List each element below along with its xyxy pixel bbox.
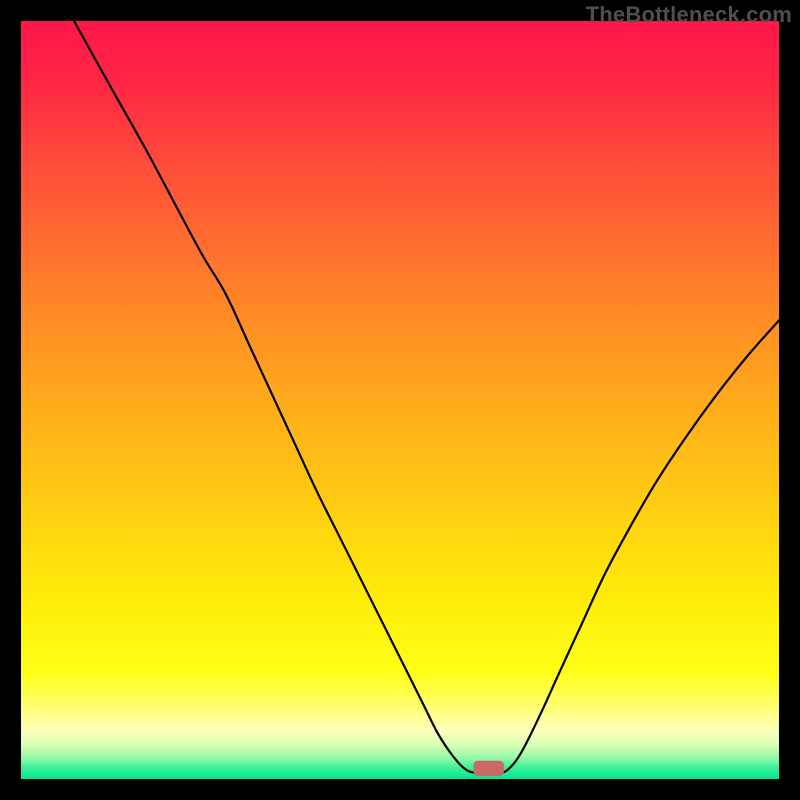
watermark-text: TheBottleneck.com (586, 2, 792, 28)
chart-overlay-svg (0, 0, 800, 800)
optimum-marker (474, 761, 504, 776)
curve-line (74, 21, 779, 773)
